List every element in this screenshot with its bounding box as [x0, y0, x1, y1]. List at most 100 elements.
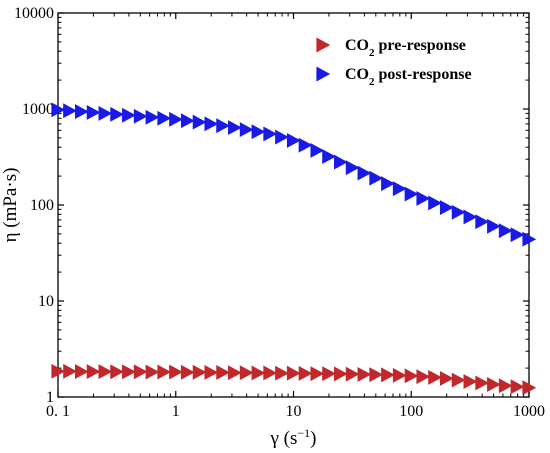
data-point — [110, 106, 125, 122]
data-point — [263, 126, 278, 142]
data-point — [192, 114, 207, 130]
data-point — [522, 380, 537, 396]
data-point — [428, 195, 443, 211]
data-point — [251, 124, 266, 140]
data-point — [239, 365, 254, 381]
x-axis-label-main: γ (s — [270, 428, 298, 449]
data-point — [310, 366, 325, 382]
data-point — [275, 129, 289, 145]
data-point — [298, 137, 313, 153]
data-point — [357, 165, 372, 181]
data-point — [110, 364, 125, 380]
data-point — [286, 133, 301, 148]
data-point — [475, 214, 490, 230]
data-point — [74, 364, 89, 380]
y-tick-label: 10 — [38, 293, 54, 310]
data-point — [228, 120, 242, 136]
data-point — [510, 379, 525, 395]
data-point — [63, 363, 77, 379]
data-point — [133, 364, 148, 380]
y-tick-label: 100 — [30, 197, 54, 214]
legend-label: CO2 pre-response — [345, 37, 466, 59]
x-axis-label-superscript: −1 — [297, 426, 310, 440]
data-point — [510, 227, 525, 243]
data-point — [180, 364, 195, 380]
data-point — [169, 111, 183, 127]
data-point — [522, 231, 537, 247]
data-point — [133, 108, 148, 124]
y-axis-label: η (mPa·s) — [0, 168, 21, 243]
series-2 — [51, 102, 537, 247]
data-point — [122, 107, 136, 123]
data-point — [51, 102, 66, 118]
data-point — [51, 363, 66, 379]
data-point — [322, 149, 337, 164]
data-point — [345, 366, 360, 382]
data-point — [86, 105, 101, 120]
data-point — [145, 364, 160, 380]
data-point — [381, 367, 395, 383]
data-point — [228, 365, 242, 381]
data-point — [369, 367, 384, 383]
data-point — [463, 209, 478, 225]
x-tick-label: 10 — [286, 403, 302, 420]
data-point — [392, 181, 407, 197]
data-point — [216, 118, 231, 134]
data-point — [369, 170, 384, 186]
data-point — [334, 154, 348, 170]
x-axis-label-end: ) — [310, 428, 316, 449]
data-point — [192, 364, 207, 380]
data-point — [310, 143, 325, 158]
x-tick-label: 1 — [172, 403, 180, 420]
data-point — [286, 365, 301, 381]
y-tick-label: 10000 — [14, 5, 54, 22]
data-point — [463, 374, 478, 389]
data-point — [322, 366, 337, 382]
data-point — [404, 186, 419, 202]
data-point — [298, 365, 313, 381]
data-point — [204, 365, 219, 380]
data-point — [451, 204, 466, 220]
data-point — [334, 366, 348, 382]
data-point — [204, 116, 219, 132]
x-tick-label: 1000 — [513, 403, 545, 420]
data-point — [251, 365, 266, 381]
data-point — [439, 371, 454, 386]
data-point — [451, 372, 466, 388]
data-point — [381, 176, 395, 192]
data-point — [275, 365, 289, 381]
data-point — [498, 223, 513, 239]
data-point — [487, 377, 501, 392]
legend: CO2 pre-response CO2 post-response — [316, 37, 472, 88]
data-point — [475, 375, 490, 391]
legend-label: CO2 post-response — [345, 66, 472, 88]
data-point — [122, 364, 136, 380]
data-point — [169, 364, 183, 380]
data-point — [487, 218, 501, 234]
x-axis-label: γ (s−1) — [270, 426, 317, 449]
data-point — [263, 365, 278, 381]
data-point — [157, 364, 172, 380]
data-point — [428, 369, 443, 385]
data-point — [498, 378, 513, 394]
data-point — [439, 200, 454, 216]
legend-marker — [316, 37, 331, 53]
data-points — [51, 102, 537, 396]
data-point — [98, 364, 113, 380]
data-point — [86, 364, 101, 380]
data-point — [416, 191, 431, 206]
data-point — [357, 366, 372, 382]
x-tick-label: 100 — [399, 403, 423, 420]
x-tick-label: 0. 1 — [46, 403, 70, 420]
data-point — [157, 110, 172, 126]
legend-marker — [316, 66, 331, 82]
data-point — [63, 103, 77, 119]
data-point — [404, 368, 419, 384]
data-point — [180, 113, 195, 129]
data-point — [74, 104, 89, 120]
data-point — [216, 365, 231, 380]
y-tick-label: 1 — [46, 389, 54, 406]
data-point — [416, 369, 431, 385]
